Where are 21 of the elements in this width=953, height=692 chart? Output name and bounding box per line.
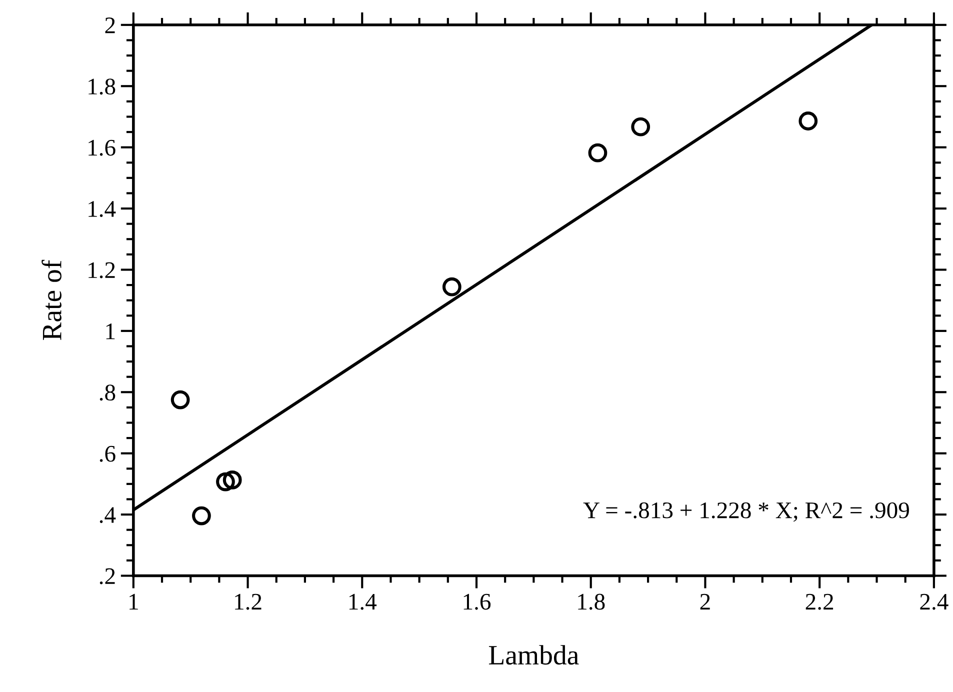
y-tick-label: 1.8 [88, 78, 116, 95]
y-tick-label: .4 [100, 507, 116, 524]
x-tick-label: 1.2 [235, 594, 262, 610]
y-axis-title: Rate of [42, 260, 62, 340]
y-tick-label: 1.6 [88, 140, 116, 156]
y-tick-label: .2 [100, 568, 115, 584]
x-tick-label: 1.6 [464, 594, 491, 610]
x-tick-label: 1.4 [349, 594, 377, 610]
y-tick-label: 1 [106, 324, 115, 340]
x-tick-label: 2.2 [806, 594, 834, 610]
x-tick-label: 1 [130, 594, 138, 610]
y-tick-label: 1.2 [88, 262, 115, 278]
x-tick-label: 2 [700, 594, 710, 610]
y-tick-label: 2 [105, 17, 115, 34]
y-tick-label: .8 [100, 384, 116, 401]
annotation: Y = -.813 + 1.228 * X; R^2 = .909 [583, 502, 909, 522]
y-tick-label: 1.4 [88, 201, 116, 218]
x-tick-label: 1.8 [578, 594, 605, 610]
x-axis-title: Lambda [488, 645, 579, 665]
x-tick-label: 2.4 [920, 594, 948, 610]
y-tick-label: .6 [100, 446, 116, 462]
